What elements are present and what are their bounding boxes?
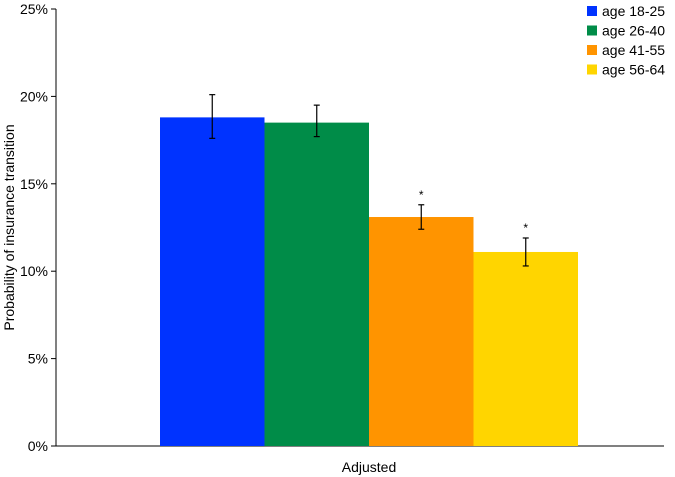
significance-marker: * — [419, 188, 424, 202]
legend-swatch — [587, 6, 597, 16]
bars: ** — [160, 94, 578, 447]
x-axis-category-label: Adjusted — [342, 459, 396, 475]
legend-swatch — [587, 25, 597, 36]
y-tick-label: 10% — [20, 263, 48, 279]
legend-label: age 18-25 — [602, 3, 665, 19]
legend-label: age 56-64 — [602, 62, 665, 78]
bar — [369, 217, 474, 446]
significance-marker: * — [523, 221, 528, 235]
legend-swatch — [587, 64, 597, 75]
y-tick-label: 15% — [20, 176, 48, 192]
bar — [160, 117, 265, 446]
y-tick-label: 5% — [28, 351, 48, 367]
bar — [473, 251, 578, 446]
y-axis: 0% 5% 10% 15% 20% 25% — [20, 1, 57, 454]
legend-label: age 26-40 — [602, 23, 665, 39]
y-axis-title: Probability of insurance transition — [1, 124, 17, 330]
y-tick-label: 0% — [28, 438, 48, 454]
legend-swatch — [587, 45, 597, 55]
bar — [264, 122, 369, 447]
y-tick-label: 25% — [20, 1, 48, 17]
legend: age 18-25 age 26-40 age 41-55 age 56-64 — [587, 3, 665, 78]
y-tick-label: 20% — [20, 88, 48, 104]
legend-label: age 41-55 — [602, 42, 665, 58]
